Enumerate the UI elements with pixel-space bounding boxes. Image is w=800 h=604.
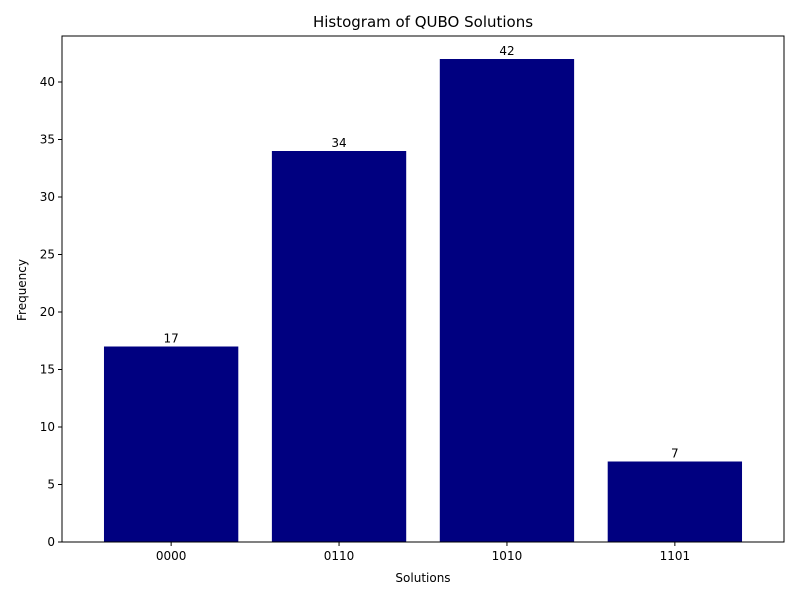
y-tick-label-10: 10 — [40, 420, 55, 434]
data-label-1101: 7 — [671, 447, 679, 461]
bar-1101 — [607, 461, 743, 542]
y-tick-label-5: 5 — [47, 478, 55, 492]
x-tick-label-1101: 1101 — [660, 549, 691, 563]
bar-1010 — [439, 59, 575, 542]
y-tick-label-35: 35 — [40, 133, 55, 147]
x-tick-label-0110: 0110 — [324, 549, 355, 563]
bars-group — [103, 59, 743, 542]
x-axis-label: Solutions — [395, 571, 450, 585]
y-tick-label-25: 25 — [40, 248, 55, 262]
chart-title: Histogram of QUBO Solutions — [313, 13, 533, 31]
bar-0110 — [271, 151, 407, 542]
y-tick-label-15: 15 — [40, 363, 55, 377]
data-label-0000: 17 — [163, 332, 178, 346]
data-labels-group: 17 34 42 7 — [163, 44, 678, 461]
data-label-1010: 42 — [499, 44, 514, 58]
y-tick-label-20: 20 — [40, 305, 55, 319]
x-tick-label-1010: 1010 — [492, 549, 523, 563]
x-tick-label-0000: 0000 — [156, 549, 187, 563]
y-tick-label-40: 40 — [40, 75, 55, 89]
plot-area-frame — [61, 35, 785, 543]
y-tick-label-0: 0 — [47, 535, 55, 549]
data-label-0110: 34 — [331, 136, 346, 150]
y-axis: 0 5 10 15 20 25 30 35 40 — [40, 75, 62, 549]
y-tick-label-30: 30 — [40, 190, 55, 204]
bar-0000 — [103, 346, 239, 542]
y-axis-label: Frequency — [15, 259, 29, 321]
x-axis: 0000 0110 1010 1101 — [156, 542, 690, 563]
